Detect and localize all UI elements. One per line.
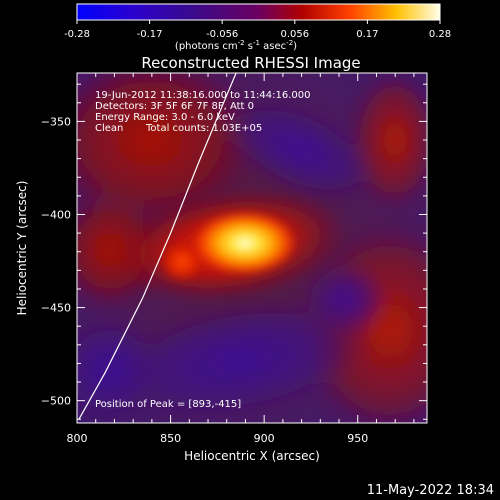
colorbar-tick-label: -0.28 [64,29,90,40]
x-axis-label: Heliocentric X (arcsec) [184,449,320,463]
annotation-counts: Total counts: 1.03E+05 [145,123,262,134]
colorbar-tick-label: 0.17 [356,29,378,40]
y-tick-label: −400 [41,208,71,221]
solar-limb-curve [78,73,237,420]
annotation-clean: Clean [95,123,123,134]
y-axis: −350 −400 −450 −500 [41,83,427,420]
colorbar-ramp [76,3,441,21]
colorbar-tick-label: -0.056 [206,29,238,40]
annotation-detectors: Detectors: 3F 5F 6F 7F 8F, Att 0 [95,101,254,112]
y-tick-label: −450 [41,302,71,315]
plot-frame [76,72,428,424]
colorbar-tick-label: -0.17 [137,29,163,40]
annotation-peak: Position of Peak = [893,-415] [95,399,241,410]
x-tick-label: 850 [160,432,181,445]
y-tick-label: −350 [41,115,71,128]
annotation-block: 19-Jun-2012 11:38:16.000 to 11:44:16.000… [95,90,311,410]
colorbar: -0.28 -0.17 -0.056 0.056 0.17 0.28 (photons c… [64,3,451,52]
chart-title: Reconstructed RHESSI Image [141,54,360,72]
annotation-time: 19-Jun-2012 11:38:16.000 to 11:44:16.000 [95,90,311,101]
x-tick-label: 950 [347,432,368,445]
x-tick-label: 900 [254,432,275,445]
x-axis: 800 850 900 950 [67,73,415,445]
footer-date: 11-May-2022 18:34 [367,483,494,498]
y-axis-label: Heliocentric Y (arcsec) [15,181,29,316]
colorbar-tick-label: 0.28 [429,29,451,40]
colorbar-units: (photons cm-2 s-1 asec-2) [175,39,297,52]
annotation-energy: Energy Range: 3.0 - 6.0 keV [95,112,235,123]
y-tick-label: −500 [41,395,71,408]
heatmap-image [77,73,427,423]
colorbar-ticks: -0.28 -0.17 -0.056 0.056 0.17 0.28 [64,20,451,40]
x-tick-label: 800 [67,432,88,445]
colorbar-tick-label: 0.056 [280,29,309,40]
